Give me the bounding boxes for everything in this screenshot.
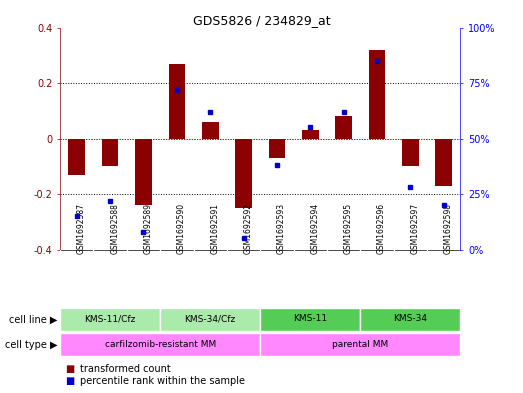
- Text: carfilzomib-resistant MM: carfilzomib-resistant MM: [105, 340, 216, 349]
- Text: GSM1692592: GSM1692592: [244, 203, 253, 254]
- Bar: [369, 50, 385, 138]
- Text: GSM1692597: GSM1692597: [410, 203, 419, 254]
- Text: KMS-34: KMS-34: [393, 314, 427, 323]
- Text: GSM1692591: GSM1692591: [210, 203, 219, 254]
- Text: GSM1692590: GSM1692590: [177, 203, 186, 254]
- Bar: [69, 138, 85, 174]
- Text: cell line ▶: cell line ▶: [9, 314, 58, 324]
- Bar: [360, 308, 460, 331]
- Text: KMS-11/Cfz: KMS-11/Cfz: [85, 314, 136, 323]
- Bar: [102, 138, 119, 166]
- Text: GSM1692596: GSM1692596: [377, 203, 386, 254]
- Bar: [268, 138, 285, 158]
- Text: GSM1692595: GSM1692595: [344, 203, 353, 254]
- Text: KMS-34/Cfz: KMS-34/Cfz: [185, 314, 236, 323]
- Bar: [160, 308, 260, 331]
- Bar: [135, 138, 152, 205]
- Text: GSM1692588: GSM1692588: [110, 203, 119, 254]
- Text: KMS-11: KMS-11: [293, 314, 327, 323]
- Bar: [168, 64, 185, 138]
- Text: ■: ■: [65, 376, 75, 386]
- Bar: [260, 308, 360, 331]
- Bar: [402, 138, 418, 166]
- Text: GSM1692589: GSM1692589: [143, 203, 153, 254]
- Bar: [235, 138, 252, 208]
- Bar: [302, 130, 319, 138]
- Text: percentile rank within the sample: percentile rank within the sample: [80, 376, 245, 386]
- Bar: [202, 122, 219, 138]
- Text: GSM1692587: GSM1692587: [77, 203, 86, 254]
- Bar: [60, 333, 260, 356]
- Text: GSM1692598: GSM1692598: [444, 203, 452, 254]
- Text: ■: ■: [65, 364, 75, 374]
- Text: parental MM: parental MM: [332, 340, 389, 349]
- Bar: [60, 308, 160, 331]
- Text: GSM1692593: GSM1692593: [277, 203, 286, 254]
- Bar: [335, 116, 352, 138]
- Bar: [260, 333, 460, 356]
- Bar: [435, 138, 452, 186]
- Text: transformed count: transformed count: [80, 364, 171, 374]
- Text: GDS5826 / 234829_at: GDS5826 / 234829_at: [192, 14, 331, 27]
- Text: cell type ▶: cell type ▶: [5, 340, 58, 350]
- Text: GSM1692594: GSM1692594: [310, 203, 319, 254]
